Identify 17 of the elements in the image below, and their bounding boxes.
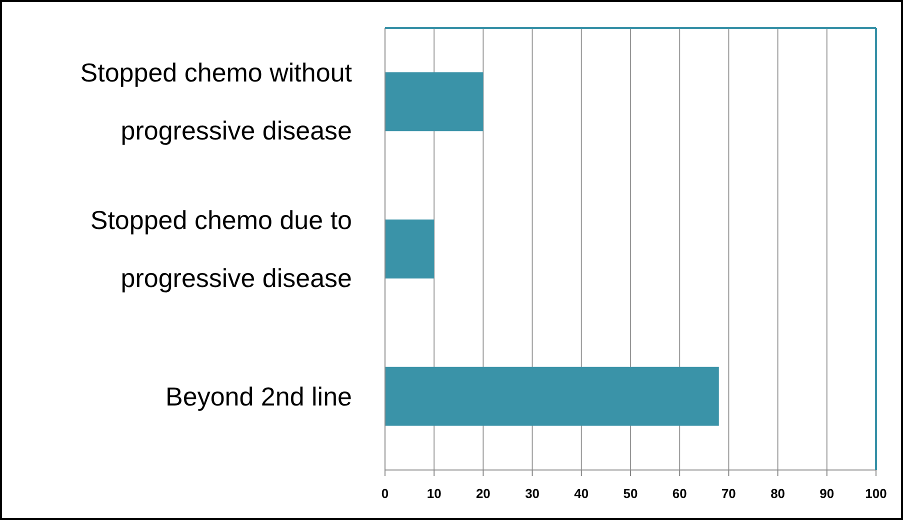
bar <box>385 220 434 278</box>
y-tick-label: Stopped chemo without progressive disease <box>80 58 353 146</box>
x-tick-label: 50 <box>623 486 638 501</box>
bar <box>385 72 484 132</box>
x-tick-label: 60 <box>672 486 687 501</box>
x-tick-label: 90 <box>820 486 834 501</box>
bar <box>385 366 719 426</box>
x-tick-label: 100 <box>865 486 887 501</box>
y-tick-label: Beyond 2nd line <box>166 381 352 412</box>
x-tick-label: 40 <box>574 486 589 501</box>
x-tick-label: 20 <box>476 486 490 501</box>
y-tick-label: Stopped chemo due to progressive disease <box>90 205 352 293</box>
x-tick-label: 10 <box>426 486 442 501</box>
x-tick-label: 0 <box>381 486 389 501</box>
x-tick-label: 80 <box>770 486 786 501</box>
x-tick-label: 70 <box>721 486 736 501</box>
x-tick-label: 30 <box>525 486 540 501</box>
